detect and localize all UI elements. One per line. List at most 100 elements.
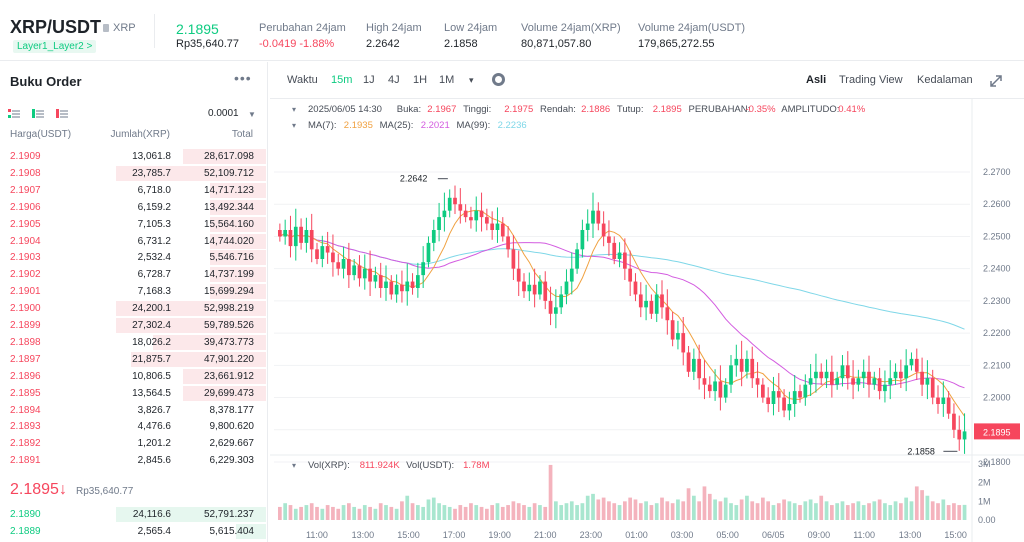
row-total: 14,717.123 <box>203 184 254 196</box>
volume-bar <box>596 499 601 520</box>
ask-row[interactable]: 2.1905 7,105.3 15,564.160 <box>0 216 268 233</box>
candle-body <box>861 371 866 379</box>
bid-row[interactable]: 2.1890 24,116.6 52,791.237 <box>0 506 268 523</box>
volume-bar <box>962 504 967 520</box>
view-asks-icon[interactable] <box>56 109 68 120</box>
time-tick-label: 13:00 <box>352 530 375 540</box>
volume-bar <box>469 503 473 520</box>
view-bids-icon[interactable] <box>32 109 44 120</box>
settings-gear-icon[interactable] <box>492 73 505 86</box>
candle-body <box>835 378 840 385</box>
ask-row[interactable]: 2.1906 6,159.2 13,492.344 <box>0 199 268 216</box>
bid-row[interactable]: 2.1889 2,565.4 5,615.404 <box>0 523 268 540</box>
interval-1j[interactable]: 1J <box>363 74 375 86</box>
candle-body <box>299 226 303 243</box>
ask-row[interactable]: 2.1908 23,785.7 52,109.712 <box>0 165 268 182</box>
candle-body <box>431 230 436 243</box>
ma7-line <box>279 209 965 417</box>
view-both-icon[interactable] <box>8 109 20 120</box>
ask-row[interactable]: 2.1907 6,718.0 14,717.123 <box>0 182 268 199</box>
row-total: 15,699.294 <box>203 286 254 298</box>
ask-row[interactable]: 2.1897 21,875.7 47,901.220 <box>0 351 268 368</box>
ask-row[interactable]: 2.1898 18,026.2 39,473.773 <box>0 334 268 351</box>
legend-volume-item: 1.78M <box>463 460 489 471</box>
ask-row[interactable]: 2.1909 13,061.8 28,617.098 <box>0 148 268 165</box>
volume-bar <box>331 506 335 520</box>
ask-row[interactable]: 2.1903 2,532.4 5,546.716 <box>0 249 268 266</box>
volume-bar <box>516 503 521 520</box>
tick-size-select[interactable]: 0.0001 <box>208 108 239 119</box>
more-options-icon[interactable]: ••• <box>234 70 252 86</box>
volume-bar <box>707 493 712 520</box>
price-axis: 2.2700 2.2600 2.2500 2.2400 2.2300 2.2200 2.21… <box>974 167 1020 467</box>
volume-bar <box>463 506 468 520</box>
volume-bar <box>527 506 532 520</box>
volume-bar <box>575 505 579 520</box>
view-tab-1[interactable]: Trading View <box>839 74 903 86</box>
candle-body <box>702 378 707 385</box>
stat-3: Volume 24jam(XRP) 80,871,057.80 <box>521 22 621 50</box>
ask-row[interactable]: 2.1894 3,826.7 8,378.177 <box>0 402 268 419</box>
stat-value: 179,865,272.55 <box>638 38 715 50</box>
candlestick-chart[interactable]: 2.2700 2.2600 2.2500 2.2400 2.2300 2.2200 2.21… <box>270 99 1024 542</box>
interval-waktu: Waktu <box>287 74 318 86</box>
ask-row[interactable]: 2.1891 2,845.6 6,229.303 <box>0 452 268 469</box>
chart-markers: 2.2642 2.1858 <box>400 174 958 456</box>
ask-row[interactable]: 2.1902 6,728.7 14,737.199 <box>0 266 268 283</box>
candle-body <box>845 365 850 379</box>
ask-row[interactable]: 2.1895 13,564.5 29,699.473 <box>0 385 268 402</box>
chevron-down-icon[interactable]: ▼ <box>248 110 256 119</box>
interval-1m[interactable]: 1M <box>439 74 455 86</box>
candle-body <box>872 378 877 385</box>
candle-body <box>750 358 755 379</box>
category-tag[interactable]: Layer1_Layer2 > <box>13 40 97 53</box>
volume-bar <box>845 505 850 520</box>
fullscreen-icon[interactable] <box>990 74 1002 87</box>
candle-body <box>453 197 457 205</box>
candle-body <box>538 281 542 295</box>
volume-bar <box>368 506 372 520</box>
candle-body <box>808 378 813 385</box>
order-book: Buku Order ••• 0.0001 ▼ Harga(USDT) Juml… <box>0 62 268 542</box>
row-amount: 6,731.2 <box>137 235 171 247</box>
ask-row[interactable]: 2.1900 24,200.1 52,998.219 <box>0 300 268 317</box>
row-total: 2,629.667 <box>209 438 255 450</box>
interval-4j[interactable]: 4J <box>388 74 400 86</box>
row-total: 15,564.160 <box>203 218 254 230</box>
more-intervals-caret[interactable]: ▾ <box>469 75 474 85</box>
candle-body <box>962 431 967 440</box>
candle-body <box>357 265 362 279</box>
ask-row[interactable]: 2.1901 7,168.3 15,699.294 <box>0 283 268 300</box>
ask-row[interactable]: 2.1896 10,806.5 23,661.912 <box>0 368 268 385</box>
ask-row[interactable]: 2.1904 6,731.2 14,744.020 <box>0 233 268 250</box>
legend-ohlc-item: 2.1895 <box>653 104 682 115</box>
interval-1h[interactable]: 1H <box>413 74 428 86</box>
time-tick-label: 17:00 <box>443 530 466 540</box>
ask-row[interactable]: 2.1892 1,201.2 2,629.667 <box>0 435 268 452</box>
view-tab-2[interactable]: Kedalaman <box>917 74 973 86</box>
candle-body <box>362 268 367 279</box>
volume-bar <box>500 506 505 520</box>
price-tick-label: 2.1800 <box>983 457 1011 467</box>
view-tab-0[interactable]: Asli <box>806 74 827 86</box>
candle-body <box>697 358 702 379</box>
volume-bar <box>304 505 309 520</box>
mid-price-row: 2.1895↓ Rp35,640.77 <box>10 481 133 499</box>
ask-row[interactable]: 2.1899 27,302.4 59,789.526 <box>0 317 268 334</box>
row-price: 2.1905 <box>10 218 41 230</box>
volume-bar <box>638 503 643 520</box>
row-amount: 2,565.4 <box>137 525 171 537</box>
volume-bar <box>293 508 298 520</box>
candle-body <box>814 371 818 379</box>
row-amount: 24,200.1 <box>132 303 171 315</box>
current-price-tag <box>974 423 1020 440</box>
candle-body <box>644 300 648 308</box>
ask-row[interactable]: 2.1893 4,476.6 9,800.620 <box>0 418 268 435</box>
stat-label: Volume 24jam(USDT) <box>638 22 745 34</box>
interval-15m[interactable]: 15m <box>331 74 353 86</box>
time-tick-label: 01:00 <box>625 530 648 540</box>
pair-symbol[interactable]: XRP/USDT <box>10 17 102 37</box>
row-total: 13,492.344 <box>203 201 254 213</box>
candle-body <box>729 365 733 385</box>
candle-body <box>761 384 765 398</box>
